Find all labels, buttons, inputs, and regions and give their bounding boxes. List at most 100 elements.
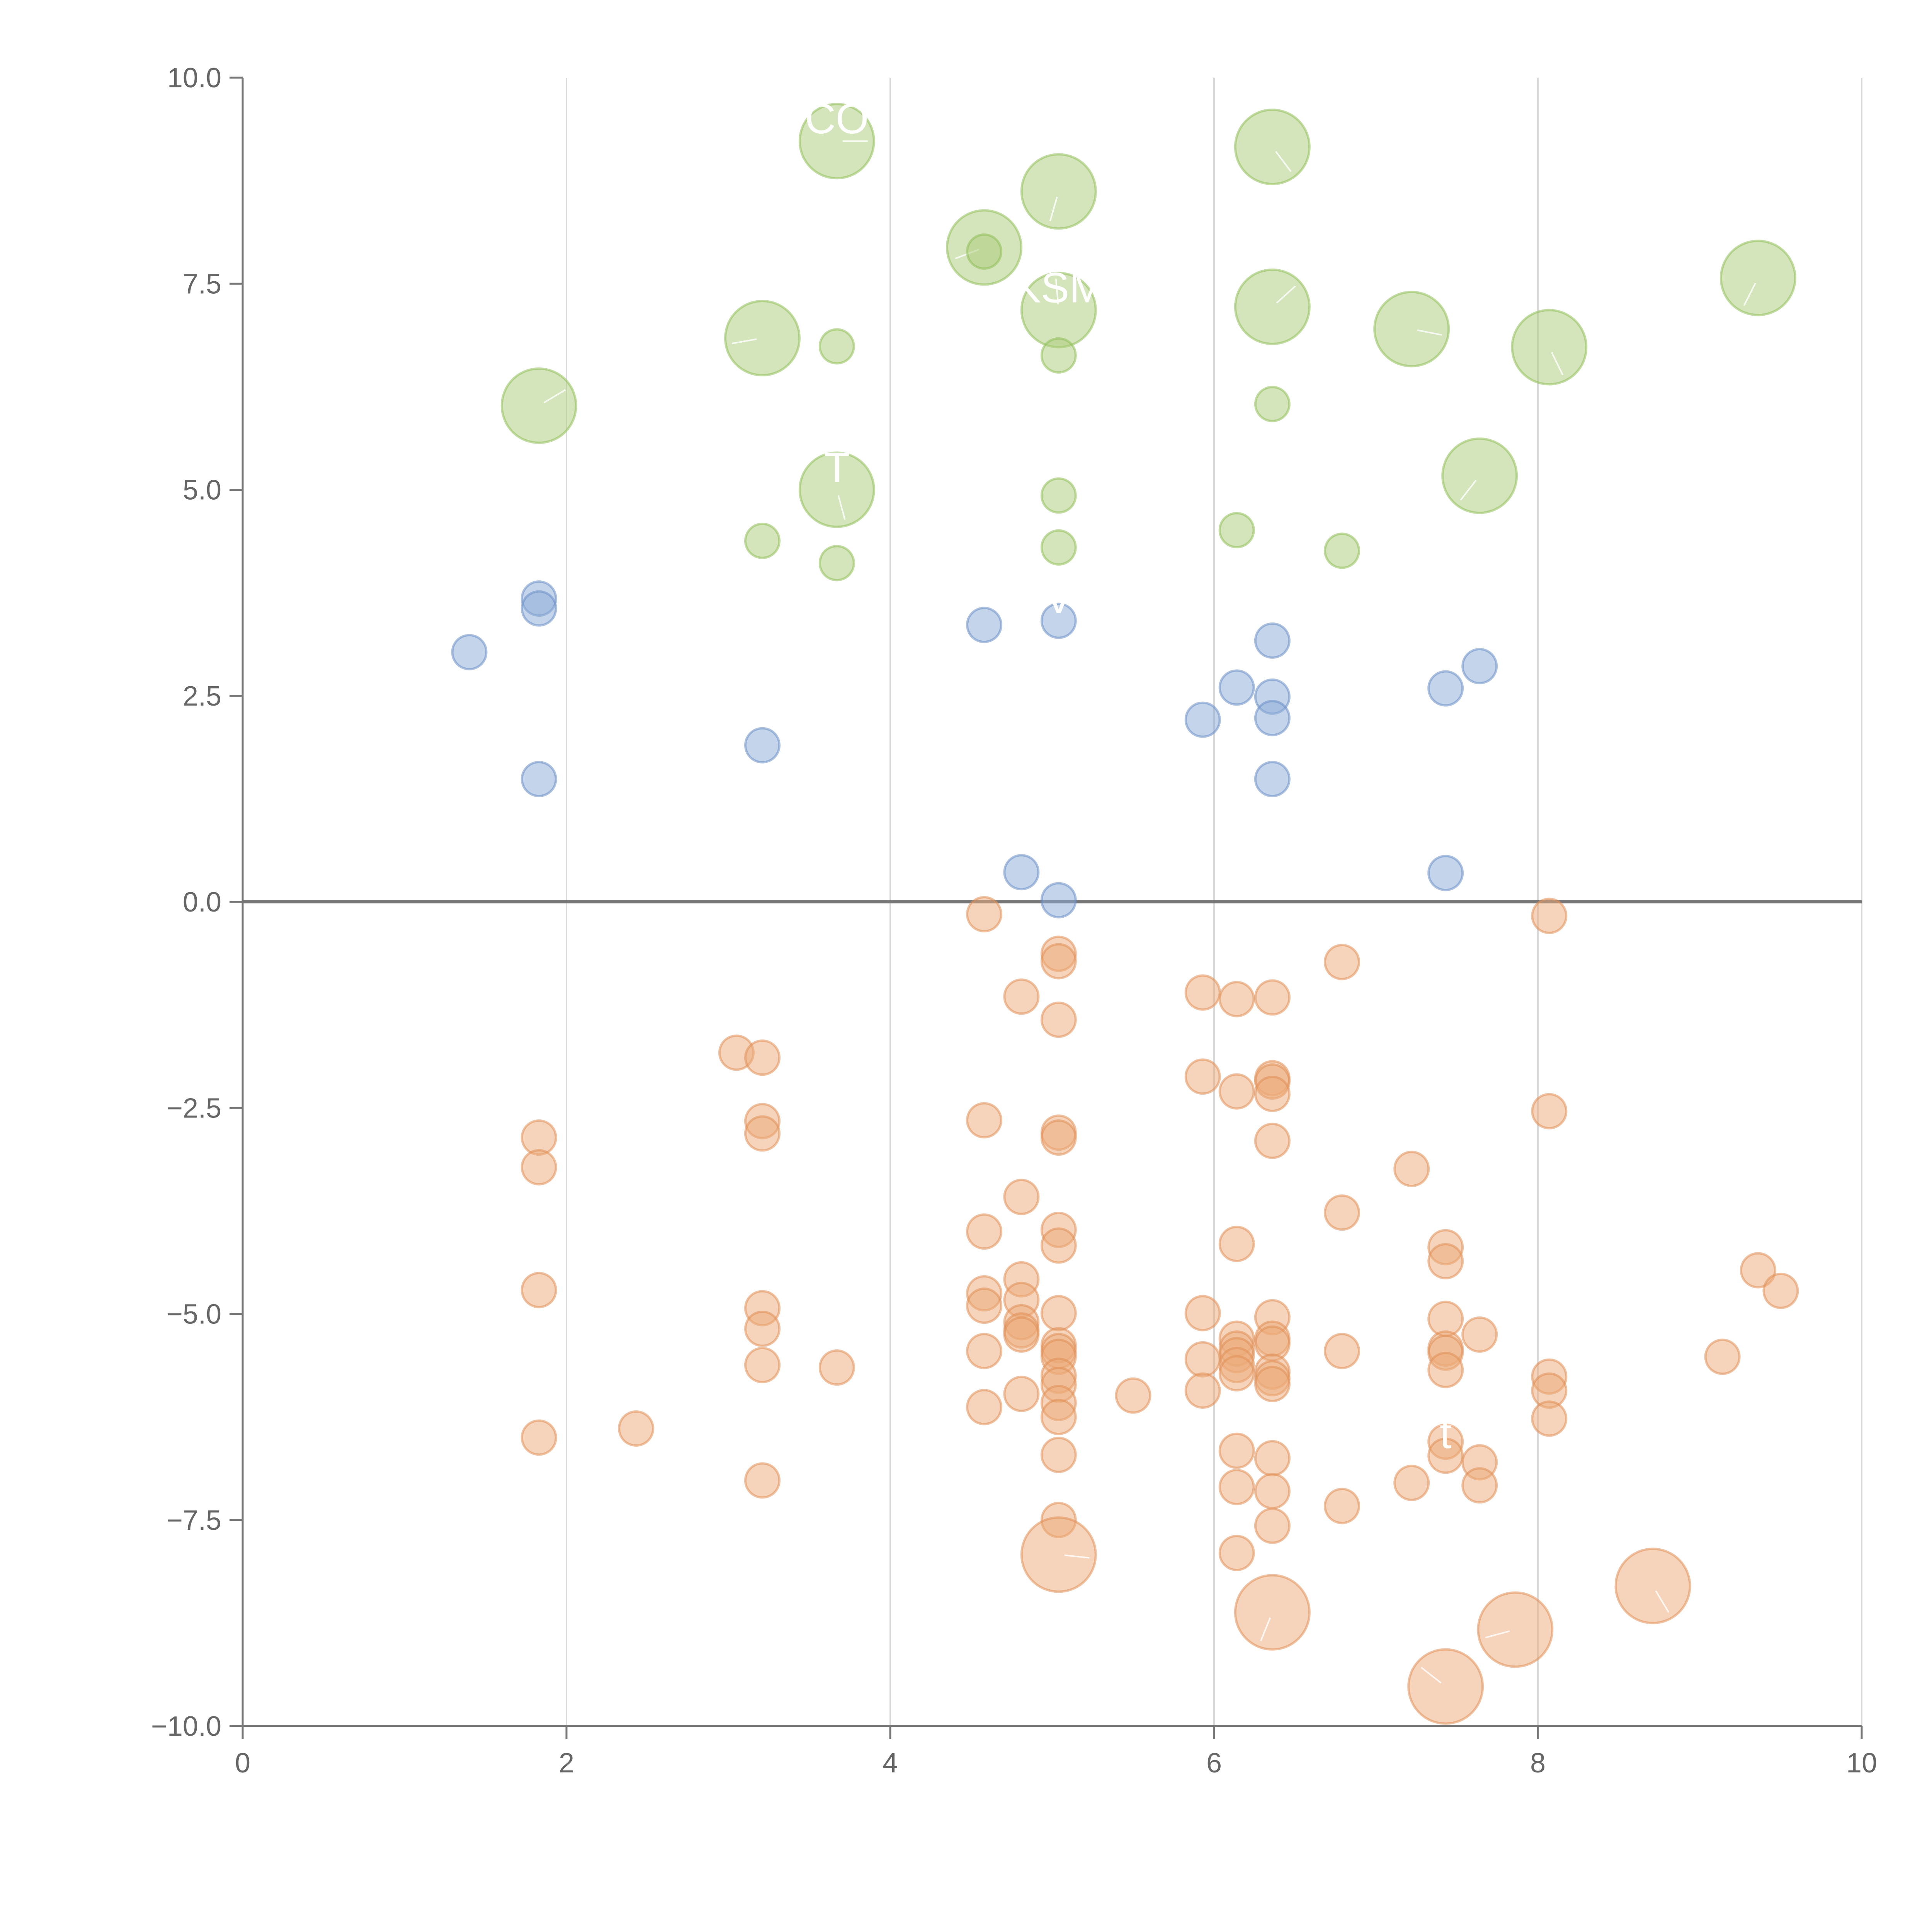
orange-point-leader — [1064, 1554, 1090, 1559]
green-point — [1719, 240, 1796, 316]
orange-point — [1218, 1226, 1255, 1262]
green-point-leader — [1551, 352, 1564, 376]
y-tick-label: 10.0 — [167, 63, 221, 94]
orange-point — [966, 1287, 1003, 1324]
point-label: V — [1044, 575, 1073, 622]
y-tick-label: 0.0 — [183, 887, 221, 918]
orange-point — [1461, 1467, 1498, 1504]
orange-point — [744, 1310, 781, 1347]
green-point — [818, 545, 855, 582]
orange-point — [1704, 1338, 1741, 1375]
y-tick-label: −2.5 — [167, 1093, 221, 1124]
green-point — [1441, 437, 1518, 514]
orange-point — [966, 1333, 1003, 1369]
series-orange — [520, 896, 1799, 1725]
orange-point — [618, 1410, 655, 1447]
orange-point — [1254, 1440, 1291, 1476]
series-green — [500, 103, 1796, 582]
orange-point — [1324, 1333, 1361, 1369]
x-tick-label: 0 — [235, 1748, 250, 1779]
orange-point — [1477, 1591, 1554, 1668]
green-point — [1040, 337, 1077, 374]
orange-point — [1254, 1366, 1291, 1402]
blue-point — [1184, 701, 1221, 738]
y-tick-label: −7.5 — [167, 1505, 221, 1536]
green-point — [1020, 153, 1097, 230]
blue-point — [1254, 700, 1291, 736]
orange-point — [1218, 1469, 1255, 1505]
orange-point — [1218, 1432, 1255, 1469]
orange-point — [1427, 1352, 1464, 1388]
orange-point — [1040, 1399, 1077, 1435]
orange-point — [744, 1347, 781, 1383]
orange-point — [520, 1149, 557, 1185]
green-point — [1324, 532, 1361, 569]
orange-point — [744, 1115, 781, 1152]
point-label: T — [824, 444, 850, 492]
blue-point — [451, 634, 488, 670]
green-point-leader — [837, 495, 846, 520]
orange-point-leader — [1420, 1667, 1442, 1684]
orange-point — [1531, 898, 1568, 934]
green-point-leader — [1049, 197, 1058, 221]
green-point-leader — [1743, 282, 1756, 306]
green-point — [1254, 386, 1291, 422]
orange-point — [1531, 1400, 1568, 1437]
green-point — [1234, 109, 1311, 185]
orange-point — [1324, 944, 1361, 980]
green-point-leader — [1417, 329, 1442, 336]
orange-point — [1184, 974, 1221, 1011]
blue-point — [1218, 669, 1255, 706]
orange-point-leader — [1485, 1630, 1510, 1639]
orange-point — [1040, 1437, 1077, 1473]
orange-point — [744, 1039, 781, 1076]
orange-point — [966, 896, 1003, 932]
blue-point — [1427, 855, 1464, 891]
orange-point — [966, 1389, 1003, 1425]
orange-point — [1614, 1548, 1691, 1624]
axes-layer: −10.0 −7.5 −5.0 −2.5 0.0 2.5 5.0 7.5 10.0 0 2 4 6 8 10 — [151, 63, 1877, 1779]
orange-point — [1184, 1058, 1221, 1095]
orange-point — [1020, 1516, 1097, 1593]
green-point-leader — [1275, 151, 1292, 172]
blue-point — [1003, 854, 1040, 891]
green-point — [818, 328, 855, 365]
green-point — [1040, 477, 1077, 514]
orange-point — [1393, 1464, 1430, 1501]
blue-point — [1040, 882, 1077, 918]
orange-point — [1184, 1341, 1221, 1378]
orange-point — [1003, 1316, 1040, 1353]
orange-point — [966, 1213, 1003, 1250]
blue-point — [1254, 761, 1291, 798]
orange-point — [1003, 978, 1040, 1015]
orange-point — [1427, 1243, 1464, 1279]
orange-point — [1218, 1355, 1255, 1392]
orange-point — [1218, 1073, 1255, 1110]
orange-point — [1254, 1122, 1291, 1159]
orange-point — [818, 1349, 855, 1386]
x-tick-label: 2 — [559, 1748, 574, 1779]
green-point-leader — [1460, 480, 1477, 501]
orange-point — [1040, 943, 1077, 980]
green-point-leader — [731, 338, 757, 344]
orange-point — [744, 1462, 781, 1499]
orange-point — [1531, 1093, 1568, 1129]
green-point — [966, 233, 1003, 270]
orange-point — [1184, 1295, 1221, 1332]
orange-point — [1740, 1252, 1776, 1289]
blue-point — [1427, 670, 1464, 707]
point-label: CO — [805, 95, 869, 143]
orange-point — [1040, 1295, 1077, 1332]
orange-point — [1324, 1488, 1361, 1524]
orange-point — [520, 1272, 557, 1308]
orange-point — [1234, 1574, 1311, 1651]
orange-point — [1427, 1437, 1464, 1474]
blue-point — [520, 590, 557, 627]
green-point — [724, 300, 801, 377]
x-tick-label: 8 — [1530, 1748, 1546, 1779]
green-point — [500, 367, 577, 444]
orange-point — [1461, 1316, 1498, 1353]
orange-point — [1324, 1194, 1361, 1231]
blue-point — [1461, 648, 1498, 684]
